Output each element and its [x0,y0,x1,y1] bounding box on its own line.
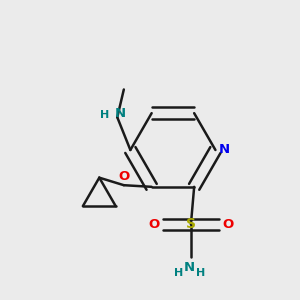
Text: H: H [174,268,183,278]
Text: O: O [148,218,160,231]
Text: N: N [219,143,230,157]
Text: N: N [184,261,195,274]
Text: O: O [118,169,130,182]
Text: H: H [196,268,205,278]
Text: O: O [222,218,233,231]
Text: N: N [114,107,125,120]
Text: H: H [100,110,110,120]
Text: S: S [186,218,196,232]
